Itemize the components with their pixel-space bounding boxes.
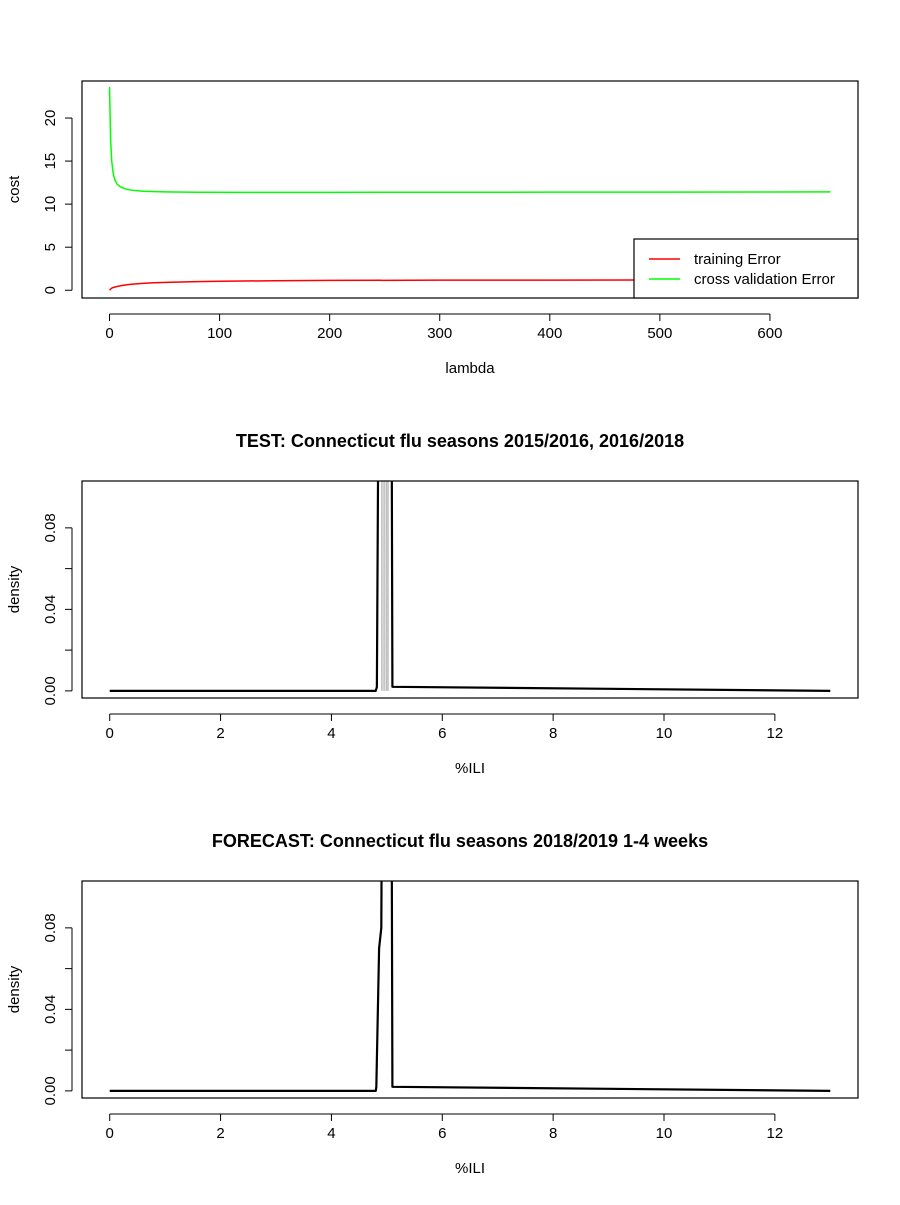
cost-plot-y-axis: 0 5 10 15 20	[42, 110, 73, 294]
series-training-error	[108, 279, 831, 291]
x-tick-label: 0	[106, 725, 114, 742]
test-plot-title: TEST: Connecticut flu seasons 2015/2016,…	[236, 431, 684, 451]
forecast-plot-x-axis: 0 2 4 6 8 10 12	[106, 1113, 784, 1142]
x-tick-label: 0	[105, 325, 113, 342]
x-tick-label: 100	[207, 325, 232, 342]
cost-plot-legend: training Error cross validation Error	[633, 238, 859, 299]
x-tick-label: 300	[427, 325, 452, 342]
x-tick-label: 2	[216, 1125, 224, 1142]
test-density-plot: TEST: Connecticut flu seasons 2015/2016,…	[6, 431, 859, 777]
series-density	[109, 881, 831, 1092]
forecast-plot-y-axis: 0.00 0.04 0.08	[42, 913, 73, 1105]
x-tick-label: 0	[106, 1125, 114, 1142]
y-tick-label: 5	[42, 243, 59, 251]
x-tick-label: 10	[656, 1125, 673, 1142]
test-plot-x-label: %ILI	[455, 760, 485, 777]
series-cross-validation-error	[108, 87, 831, 194]
x-tick-label: 12	[767, 725, 784, 742]
y-tick-label: 20	[42, 110, 59, 127]
x-tick-label: 4	[327, 725, 335, 742]
x-tick-label: 6	[438, 1125, 446, 1142]
x-tick-label: 4	[327, 1125, 335, 1142]
y-tick-label: 0.08	[42, 913, 59, 942]
legend-label-cross-validation-error: cross validation Error	[694, 271, 835, 288]
x-tick-label: 500	[647, 325, 672, 342]
forecast-plot-frame	[81, 880, 859, 1099]
cost-plot-y-label: cost	[6, 175, 23, 203]
x-tick-label: 2	[216, 725, 224, 742]
x-tick-label: 8	[549, 1125, 557, 1142]
test-plot-x-axis: 0 2 4 6 8 10 12	[106, 713, 784, 742]
forecast-density-plot: FORECAST: Connecticut flu seasons 2018/2…	[6, 831, 859, 1177]
x-tick-label: 6	[438, 725, 446, 742]
forecast-plot-x-label: %ILI	[455, 1160, 485, 1177]
legend-label-training-error: training Error	[694, 251, 781, 268]
y-tick-label: 10	[42, 196, 59, 213]
x-tick-label: 200	[317, 325, 342, 342]
cost-plot: 0 100 200 300 400 500 600 0 5 10 15 20 lambda cost…	[6, 80, 859, 377]
forecast-plot-y-label: density	[6, 965, 23, 1013]
x-tick-label: 400	[537, 325, 562, 342]
series-density	[109, 481, 831, 692]
x-tick-label: 600	[757, 325, 782, 342]
y-tick-label: 0.04	[42, 595, 59, 624]
test-plot-y-axis: 0.00 0.04 0.08	[42, 513, 73, 705]
cost-plot-frame	[81, 80, 859, 299]
test-plot-y-label: density	[6, 565, 23, 613]
y-tick-label: 0	[42, 286, 59, 294]
y-tick-label: 0.00	[42, 1076, 59, 1105]
y-tick-label: 0.04	[42, 995, 59, 1024]
forecast-plot-title: FORECAST: Connecticut flu seasons 2018/2…	[212, 831, 708, 851]
test-plot-frame	[81, 480, 859, 699]
y-tick-label: 15	[42, 153, 59, 170]
cost-plot-x-axis: 0 100 200 300 400 500 600	[105, 313, 782, 342]
cost-plot-x-label: lambda	[445, 360, 495, 377]
legend-box	[633, 238, 859, 299]
forecast-plot-series	[109, 881, 831, 1092]
x-tick-label: 10	[656, 725, 673, 742]
x-tick-label: 8	[549, 725, 557, 742]
cost-plot-series	[108, 87, 831, 291]
y-tick-label: 0.08	[42, 513, 59, 542]
y-tick-label: 0.00	[42, 676, 59, 705]
test-plot-series	[109, 481, 831, 692]
x-tick-label: 12	[767, 1125, 784, 1142]
